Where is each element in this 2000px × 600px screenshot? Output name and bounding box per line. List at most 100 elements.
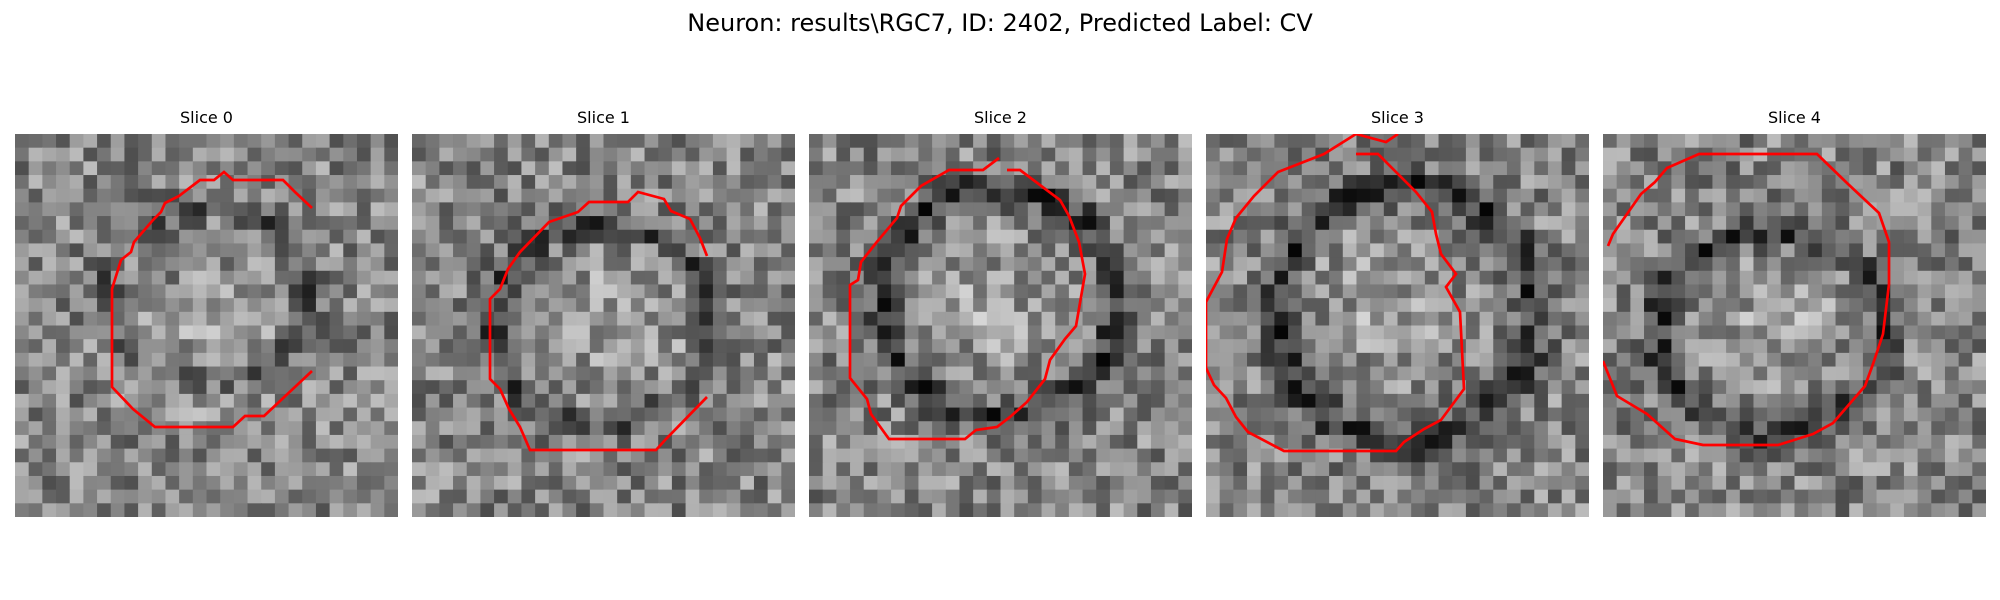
pixel: [1767, 353, 1781, 367]
pixel: [1836, 408, 1850, 422]
pixel: [316, 380, 330, 394]
pixel: [686, 284, 700, 298]
pixel: [234, 189, 248, 203]
pixel: [1712, 476, 1726, 490]
pixel: [1822, 284, 1836, 298]
pixel: [343, 148, 357, 162]
pixel: [15, 202, 29, 216]
pixel: [467, 243, 481, 257]
pixel: [1781, 476, 1795, 490]
slice-panel-4: Slice 4: [1603, 108, 1986, 520]
pixel: [850, 216, 864, 230]
pixel: [1137, 216, 1151, 230]
pixel: [781, 243, 795, 257]
pixel: [316, 134, 330, 148]
pixel: [576, 408, 590, 422]
pixel: [494, 312, 508, 326]
pixel: [289, 339, 303, 353]
pixel: [1083, 230, 1097, 244]
pixel: [1452, 435, 1466, 449]
pixel: [946, 298, 960, 312]
pixel: [604, 394, 618, 408]
pixel: [754, 161, 768, 175]
pixel: [1398, 394, 1412, 408]
pixel: [590, 257, 604, 271]
pixel: [1877, 134, 1891, 148]
pixel: [439, 161, 453, 175]
pixel: [932, 284, 946, 298]
pixel: [426, 408, 440, 422]
pixel: [1671, 394, 1685, 408]
pixel: [973, 462, 987, 476]
pixel: [330, 339, 344, 353]
pixel: [1685, 394, 1699, 408]
pixel: [1740, 490, 1754, 504]
pixel: [193, 230, 207, 244]
pixel: [371, 284, 385, 298]
pixel: [535, 175, 549, 189]
pixel: [83, 257, 97, 271]
pixel: [1384, 230, 1398, 244]
pixel: [384, 503, 398, 517]
pixel: [1507, 312, 1521, 326]
pixel: [1863, 271, 1877, 285]
pixel: [754, 435, 768, 449]
pixel: [494, 175, 508, 189]
pixel: [248, 284, 262, 298]
pixel: [29, 326, 43, 340]
pixel: [179, 161, 193, 175]
pixel: [1644, 202, 1658, 216]
pixel: [1069, 148, 1083, 162]
pixel: [1658, 243, 1672, 257]
pixel: [1137, 503, 1151, 517]
pixel: [768, 284, 782, 298]
pixel: [1671, 134, 1685, 148]
pixel: [1425, 257, 1439, 271]
pixel: [1370, 490, 1384, 504]
pixel: [138, 503, 152, 517]
pixel: [754, 257, 768, 271]
pixel: [1822, 476, 1836, 490]
pixel: [453, 435, 467, 449]
pixel: [1329, 161, 1343, 175]
pixel: [727, 462, 741, 476]
pixel: [617, 476, 631, 490]
pixel: [15, 367, 29, 381]
pixel: [1890, 161, 1904, 175]
pixel: [1096, 216, 1110, 230]
pixel: [1343, 230, 1357, 244]
pixel: [713, 298, 727, 312]
pixel: [809, 339, 823, 353]
pixel: [1507, 380, 1521, 394]
pixel: [42, 353, 56, 367]
pixel: [768, 216, 782, 230]
pixel: [371, 449, 385, 463]
pixel: [946, 189, 960, 203]
pixel: [877, 380, 891, 394]
pixel: [1055, 243, 1069, 257]
pixel: [1658, 202, 1672, 216]
pixel: [29, 503, 43, 517]
pixel: [1083, 134, 1097, 148]
pixel: [1863, 148, 1877, 162]
pixel: [1521, 353, 1535, 367]
pixel: [1863, 175, 1877, 189]
pixel: [1562, 216, 1576, 230]
pixel: [70, 435, 84, 449]
pixel: [1001, 202, 1015, 216]
pixel: [1658, 367, 1672, 381]
pixel: [179, 353, 193, 367]
pixel: [494, 298, 508, 312]
pixel: [1493, 148, 1507, 162]
pixel: [330, 148, 344, 162]
pixel: [1781, 257, 1795, 271]
pixel: [1096, 367, 1110, 381]
pixel: [1439, 421, 1453, 435]
pixel: [1356, 408, 1370, 422]
pixel: [412, 298, 426, 312]
pixel: [467, 284, 481, 298]
pixel: [343, 298, 357, 312]
pixel: [480, 257, 494, 271]
pixel: [302, 230, 316, 244]
slice-image-4: [1603, 134, 1986, 517]
